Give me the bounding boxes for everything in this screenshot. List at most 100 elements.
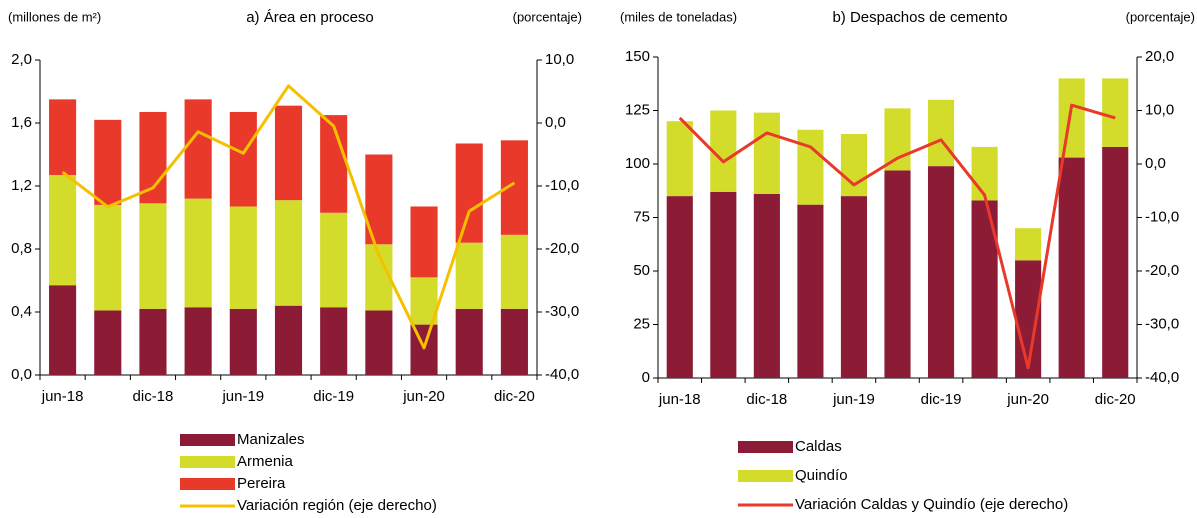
y2-tick-label: -10,0 xyxy=(545,177,579,194)
bar xyxy=(927,99,955,167)
bar xyxy=(455,242,483,309)
y2-tick-label: 0,0 xyxy=(1145,155,1166,172)
legend-label: Variación Caldas y Quindío (eje derecho) xyxy=(795,496,1068,513)
y2-tick-label: -40,0 xyxy=(545,366,579,383)
bar xyxy=(455,308,483,375)
y-tick-label: 2,0 xyxy=(11,51,32,68)
y-tick-label: 1,6 xyxy=(11,114,32,131)
bar xyxy=(320,115,348,213)
y-tick-label: 150 xyxy=(625,48,650,65)
legend-swatch xyxy=(180,456,235,468)
legend-label: Manizales xyxy=(237,431,305,448)
x-tick-label: dic-20 xyxy=(1095,391,1136,408)
y2-tick-label: 10,0 xyxy=(545,51,574,68)
legend-label: Pereira xyxy=(237,475,286,492)
bar xyxy=(797,204,824,378)
x-tick-label: dic-19 xyxy=(313,388,354,405)
bar xyxy=(184,99,212,199)
bar xyxy=(971,146,998,201)
y-tick-label: 1,2 xyxy=(11,177,32,194)
chart-title: a) Área en proceso xyxy=(246,9,374,26)
bar xyxy=(666,121,693,197)
y-tick-label: 50 xyxy=(633,262,650,279)
y2-tick-label: 20,0 xyxy=(1145,48,1174,65)
bar xyxy=(500,234,528,309)
bar xyxy=(710,191,737,378)
y-axis-label: (millones de m²) xyxy=(8,9,101,24)
bar xyxy=(500,308,528,375)
y-tick-label: 0,0 xyxy=(11,366,32,383)
bar xyxy=(184,198,212,308)
bar xyxy=(139,111,167,204)
bar xyxy=(410,206,438,278)
bar xyxy=(410,324,438,375)
y2-tick-label: -10,0 xyxy=(1145,208,1179,225)
y-tick-label: 0,4 xyxy=(11,303,32,320)
bar xyxy=(1102,146,1129,378)
y2-tick-label: -40,0 xyxy=(1145,369,1179,386)
bar xyxy=(884,108,911,171)
x-tick-label: jun-20 xyxy=(402,388,445,405)
bar xyxy=(49,174,77,286)
y-tick-label: 125 xyxy=(625,101,650,118)
bar xyxy=(94,119,122,205)
bar xyxy=(1102,78,1129,147)
bar xyxy=(49,285,77,375)
bar xyxy=(229,206,257,309)
y-tick-label: 0 xyxy=(642,369,650,386)
bar xyxy=(139,308,167,375)
bar xyxy=(49,99,77,175)
y-tick-label: 0,8 xyxy=(11,240,32,257)
x-tick-label: jun-18 xyxy=(658,391,701,408)
bar xyxy=(365,310,393,375)
bar xyxy=(666,196,693,378)
bar xyxy=(455,143,483,243)
x-tick-label: dic-19 xyxy=(921,391,962,408)
legend-swatch xyxy=(738,470,793,482)
bar xyxy=(1015,228,1042,261)
bar xyxy=(274,305,303,375)
y2-tick-label: -20,0 xyxy=(545,240,579,257)
bar xyxy=(753,112,780,194)
y-axis-label: (miles de toneladas) xyxy=(620,9,737,24)
legend-swatch xyxy=(738,441,793,453)
bar xyxy=(320,307,348,375)
bar xyxy=(229,308,257,375)
y2-tick-label: -30,0 xyxy=(1145,315,1179,332)
bar xyxy=(753,193,780,378)
y2-tick-label: -20,0 xyxy=(1145,262,1179,279)
legend-label: Armenia xyxy=(237,453,294,470)
y2-axis-label: (porcentaje) xyxy=(1126,9,1195,24)
x-tick-label: jun-20 xyxy=(1006,391,1049,408)
x-tick-label: dic-20 xyxy=(494,388,535,405)
bar xyxy=(1058,78,1085,158)
bar xyxy=(94,310,122,375)
legend-swatch xyxy=(180,478,235,490)
x-tick-label: jun-18 xyxy=(41,388,84,405)
bar xyxy=(320,212,348,308)
y-tick-label: 25 xyxy=(633,315,650,332)
bar xyxy=(274,200,303,306)
y-tick-label: 75 xyxy=(633,208,650,225)
legend-label: Variación región (eje derecho) xyxy=(237,497,437,514)
legend-label: Caldas xyxy=(795,438,842,455)
y-tick-label: 100 xyxy=(625,155,650,172)
line xyxy=(61,84,516,350)
x-tick-label: jun-19 xyxy=(221,388,264,405)
legend-swatch xyxy=(180,434,235,446)
x-tick-label: dic-18 xyxy=(746,391,787,408)
bar xyxy=(94,204,122,311)
bar xyxy=(229,111,257,207)
bar xyxy=(840,196,868,378)
y2-tick-label: 0,0 xyxy=(545,114,566,131)
bar xyxy=(927,166,955,378)
bar xyxy=(274,105,303,201)
y2-tick-label: -30,0 xyxy=(545,303,579,320)
bar xyxy=(1058,157,1085,378)
y2-axis-label: (porcentaje) xyxy=(513,9,582,24)
x-tick-label: jun-19 xyxy=(832,391,875,408)
y2-tick-label: 10,0 xyxy=(1145,101,1174,118)
bar xyxy=(139,203,167,309)
chart-title: b) Despachos de cemento xyxy=(832,9,1007,26)
